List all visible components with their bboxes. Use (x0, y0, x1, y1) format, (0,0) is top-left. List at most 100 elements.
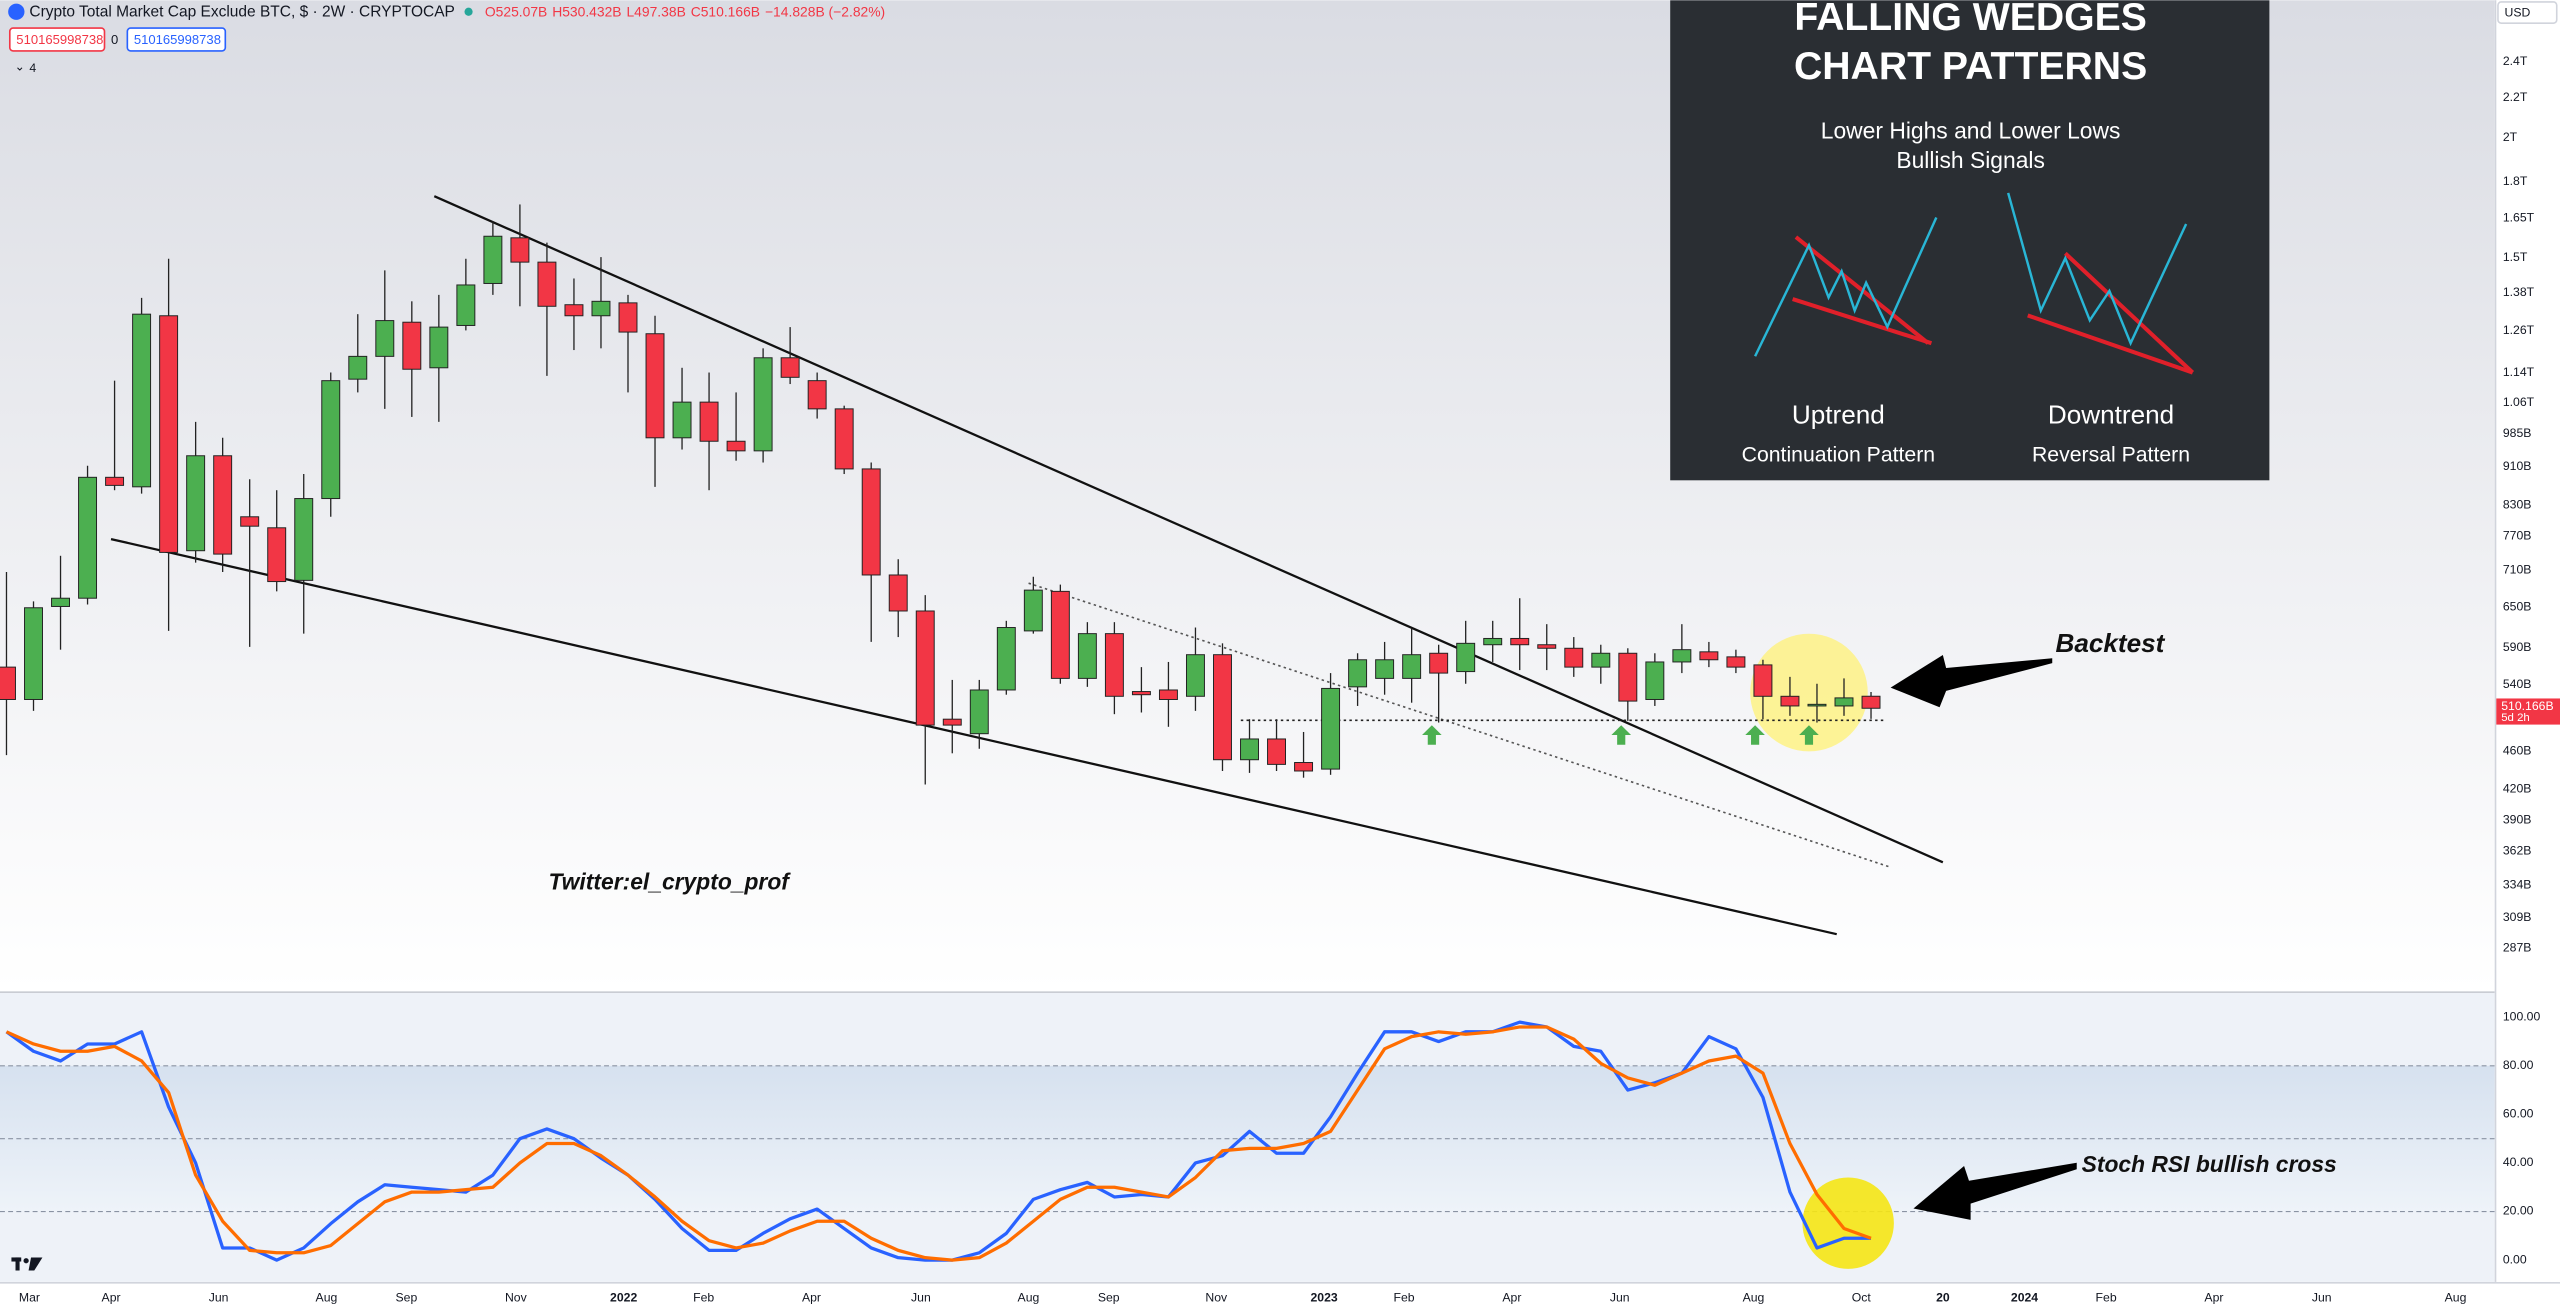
candle-body (753, 357, 773, 452)
pattern-name: Uptrend (1792, 400, 1885, 430)
candle-body (564, 304, 584, 317)
y-tick-label: 80.00 (2503, 1058, 2534, 1072)
candle-body (645, 333, 665, 439)
x-tick-label: 2024 (2011, 1290, 2038, 1304)
candle-body (1104, 633, 1124, 697)
y-tick-label: 100.00 (2503, 1009, 2541, 1023)
candle-body (1213, 654, 1232, 761)
x-tick-label: 20 (1936, 1290, 1950, 1304)
candle-body (348, 355, 368, 380)
candle-body (672, 401, 692, 439)
y-tick-label: 590B (2503, 640, 2532, 654)
candle-body (1510, 637, 1530, 646)
pattern-line (2063, 251, 2195, 375)
candle-body (213, 455, 233, 555)
y-tick-label: 40.00 (2503, 1155, 2534, 1169)
logo-part (15, 1257, 20, 1271)
candle-body (1591, 652, 1611, 668)
indicator-toggle[interactable]: ⌄ (15, 59, 25, 73)
candle-body (294, 498, 314, 581)
x-tick-label: Nov (505, 1290, 528, 1304)
candle-body (510, 237, 530, 263)
buy-box[interactable] (126, 27, 227, 52)
candle-body (240, 516, 260, 527)
candle-body (1483, 637, 1503, 646)
candle-body (1185, 654, 1205, 697)
candle-body (456, 284, 476, 326)
indicator-count[interactable]: 4 (29, 61, 36, 75)
symbol: Crypto Total Market Cap Exclude BTC, $ ·… (29, 4, 455, 21)
candle-body (1753, 664, 1773, 697)
candle-body (591, 300, 611, 317)
candle-body (861, 468, 881, 576)
candle-body (132, 313, 152, 488)
trendline (433, 195, 1944, 864)
candle-body (1699, 651, 1719, 661)
info-title: CHART PATTERNS (1794, 45, 2147, 88)
currency[interactable]: USD (2504, 6, 2530, 20)
y-tick-label: 1.65T (2503, 210, 2535, 224)
callout-arrow (1890, 655, 2053, 708)
candle-body (186, 455, 206, 552)
candle-body (618, 302, 638, 333)
annotation: Stoch RSI bullish cross (2082, 1151, 2337, 1177)
last-price-label: 510.166B (2501, 699, 2553, 713)
spread: 0 (111, 32, 118, 47)
candle-body (1321, 687, 1341, 770)
y-tick-label: 2.4T (2503, 54, 2528, 68)
x-tick-label: Jun (2312, 1290, 2332, 1304)
y-tick-label: 334B (2503, 877, 2532, 891)
sell-box[interactable] (8, 27, 106, 52)
candle-body (105, 476, 125, 486)
ask[interactable]: 510165998738 (134, 32, 221, 47)
y-tick-label: 1.5T (2503, 250, 2528, 264)
candle-body (780, 357, 800, 378)
candle-body (402, 321, 422, 370)
candle-body (321, 380, 341, 500)
pattern-line (2027, 313, 2194, 375)
x-tick-label: Aug (1018, 1290, 1040, 1304)
candle-body (1456, 642, 1476, 673)
pattern-line (1754, 216, 1938, 357)
ohlc-value: −14.828B (−2.82%) (765, 3, 885, 19)
time-axis (0, 1281, 2560, 1310)
brand-logo (11, 1257, 43, 1271)
candle-body (429, 326, 449, 369)
header: Crypto Total Market Cap Exclude BTC, $ ·… (8, 3, 885, 75)
logo-part (28, 1257, 43, 1271)
trendline (1028, 582, 1891, 869)
candle-body (1077, 633, 1097, 679)
candle-body (1618, 652, 1638, 702)
y-tick-label: 1.14T (2503, 365, 2535, 379)
candle-body (1402, 654, 1422, 679)
y-tick-label: 770B (2503, 529, 2532, 543)
candle-body (375, 320, 395, 357)
candle-body (0, 666, 16, 700)
currency-box[interactable] (2497, 1, 2558, 24)
candle-body (1023, 589, 1043, 632)
candle-body (1645, 661, 1665, 700)
info-panel (1670, 0, 2270, 481)
x-tick-label: Apr (102, 1290, 121, 1304)
candle-body (159, 315, 179, 553)
candle-body (24, 607, 43, 700)
candle-body (1537, 644, 1557, 649)
highlight (1750, 633, 1868, 752)
price-axis (2494, 0, 2560, 1310)
y-tick-label: 390B (2503, 813, 2532, 827)
info-title: FALLING WEDGES (1794, 0, 2147, 39)
y-tick-label: 20.00 (2503, 1204, 2534, 1218)
candle-body (969, 689, 989, 735)
candle-body (1348, 659, 1368, 688)
ohlc-value: L497.38B (626, 3, 685, 19)
up-arrow (1799, 725, 1819, 745)
bid[interactable]: 510165998738 (16, 32, 103, 47)
x-tick-label: 2023 (1310, 1290, 1337, 1304)
annotation: Twitter:el_crypto_prof (549, 869, 792, 895)
annotation: Backtest (2056, 628, 2166, 658)
x-tick-label: Apr (2204, 1290, 2223, 1304)
y-tick-label: 1.26T (2503, 323, 2535, 337)
ohlc-value: C510.166B (691, 3, 760, 19)
